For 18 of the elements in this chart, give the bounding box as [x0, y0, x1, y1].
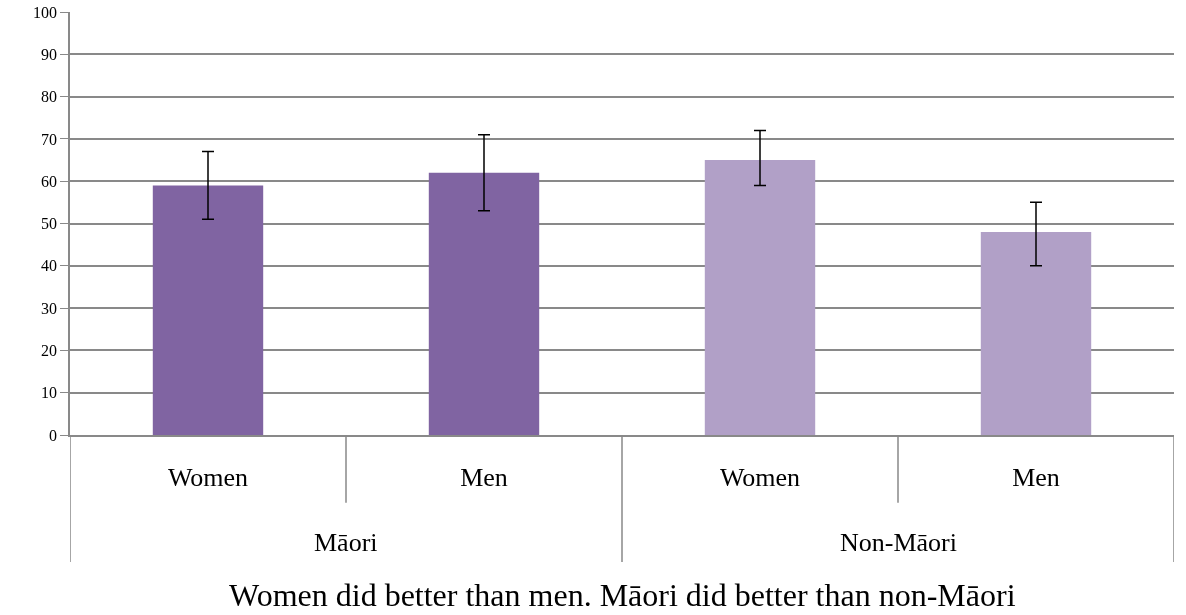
y-tick-label: 90: [41, 45, 58, 63]
y-tick-label: 20: [41, 342, 58, 359]
x-tick-label: Women: [167, 462, 249, 492]
y-tick-label: 40: [41, 257, 58, 275]
y-tick-label: 30: [41, 299, 58, 317]
y-tick-label: 60: [41, 172, 58, 190]
y-tick-label: 0: [49, 426, 58, 444]
text: Māori: [314, 528, 378, 557]
x-tick-label: Men: [1012, 462, 1060, 492]
y-tick-label: 80: [41, 88, 58, 106]
x-tick-label: Women: [719, 462, 801, 492]
y-tick-label: 50: [41, 215, 58, 233]
y-tick-label: 100: [33, 3, 58, 21]
y-tick-label: 10: [41, 384, 58, 402]
text: Women did better than men. Māori did better than non-Māori: [229, 577, 1016, 613]
text: Non-Māori: [840, 528, 957, 557]
x-tick-label: Men: [460, 462, 508, 492]
y-tick-label: 70: [41, 130, 58, 148]
